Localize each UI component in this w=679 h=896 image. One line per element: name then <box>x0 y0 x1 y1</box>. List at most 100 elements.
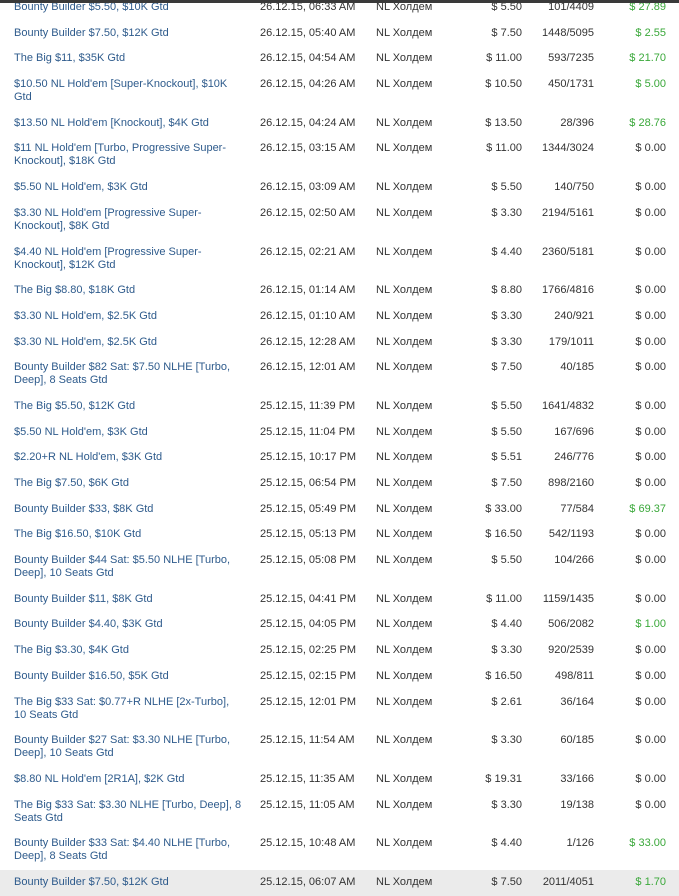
table-row[interactable]: Bounty Builder $5.50, $10K Gtd 26.12.15, … <box>0 0 679 21</box>
tournament-name-link[interactable]: $10.50 NL Hold'em [Super-Knockout], $10K… <box>14 78 228 104</box>
table-row[interactable]: The Big $16.50, $10K Gtd 25.12.15, 05:13 … <box>0 522 679 548</box>
tournament-name-link[interactable]: Bounty Builder $7.50, $12K Gtd <box>14 26 169 39</box>
entrants-cell: 1/126 <box>566 837 594 850</box>
tournament-name-link[interactable]: $3.30 NL Hold'em, $2.5K Gtd <box>14 335 157 348</box>
tournament-name-link[interactable]: $5.50 NL Hold'em, $3K Gtd <box>14 181 148 194</box>
table-row[interactable]: $8.80 NL Hold'em [2R1A], $2K Gtd 25.12.15… <box>0 767 679 793</box>
table-row[interactable]: The Big $33 Sat: $3.30 NLHE [Turbo, Deep… <box>0 793 679 832</box>
tournament-name-link[interactable]: The Big $33 Sat: $0.77+R NLHE [2x-Turbo]… <box>14 695 230 721</box>
tournament-name-link[interactable]: The Big $8.80, $18K Gtd <box>14 284 136 297</box>
game-cell: NL Холдем <box>376 554 433 567</box>
entrants-cell: 167/696 <box>554 425 594 438</box>
tournament-name-link[interactable]: The Big $16.50, $10K Gtd <box>14 528 142 541</box>
table-row[interactable]: Bounty Builder $11, $8K Gtd 25.12.15, 04:… <box>0 587 679 613</box>
tournament-name-link[interactable]: Bounty Builder $33, $8K Gtd <box>14 502 154 515</box>
tournament-name-link[interactable]: Bounty Builder $11, $8K Gtd <box>14 592 153 605</box>
tournament-name-link[interactable]: $13.50 NL Hold'em [Knockout], $4K Gtd <box>14 116 209 129</box>
table-row[interactable]: $3.30 NL Hold'em [Progressive Super-Knoc… <box>0 201 679 240</box>
date-cell: 26.12.15, 03:15 AM <box>260 142 356 155</box>
table-row[interactable]: Bounty Builder $16.50, $5K Gtd 25.12.15, … <box>0 664 679 690</box>
prize-cell: $ 5.00 <box>635 78 666 91</box>
tournament-name-link[interactable]: Bounty Builder $7.50, $12K Gtd <box>0 869 244 896</box>
date-cell: 26.12.15, 04:26 AM <box>260 78 356 91</box>
table-row[interactable]: $2.20+R NL Hold'em, $3K Gtd 25.12.15, 10:… <box>0 445 679 471</box>
check-icon <box>666 330 679 356</box>
date-cell: 26.12.15, 04:24 AM <box>260 116 356 129</box>
buyin-cell: $ 3.30 <box>491 335 522 348</box>
table-row[interactable]: Bounty Builder $82 Sat: $7.50 NLHE [Turb… <box>0 355 679 394</box>
tournament-name-link[interactable]: Bounty Builder $27 Sat: $3.30 NLHE [Turb… <box>14 734 231 760</box>
table-row[interactable]: The Big $8.80, $18K Gtd 26.12.15, 01:14 A… <box>0 278 679 304</box>
game-cell: NL Холдем <box>376 592 433 605</box>
tournament-name-link[interactable]: Bounty Builder $33 Sat: $4.40 NLHE [Turb… <box>14 837 231 863</box>
date-cell: 26.12.15, 01:10 AM <box>260 309 356 322</box>
tournament-name-link[interactable]: Bounty Builder $5.50, $10K Gtd <box>14 1 169 13</box>
tournament-name-link[interactable]: $3.30 NL Hold'em [Progressive Super-Knoc… <box>14 206 202 232</box>
tournament-name-link[interactable]: Bounty Builder $82 Sat: $7.50 NLHE [Turb… <box>14 361 231 387</box>
table-row[interactable]: Bounty Builder $4.40, $3K Gtd 25.12.15, 0… <box>0 612 679 638</box>
table-row[interactable]: The Big $33 Sat: $0.77+R NLHE [2x-Turbo]… <box>0 690 679 729</box>
tournament-name-link[interactable]: Bounty Builder $4.40, $3K Gtd <box>14 618 163 631</box>
prize-cell: $ 27.89 <box>629 1 666 13</box>
entrants-cell: 450/1731 <box>548 78 594 91</box>
prize-cell: $ 0.00 <box>635 669 666 682</box>
entrants-cell: 77/584 <box>560 502 594 515</box>
table-row[interactable]: Bounty Builder $44 Sat: $5.50 NLHE [Turb… <box>0 548 679 587</box>
prize-cell: $ 0.00 <box>635 425 666 438</box>
game-cell: NL Холдем <box>376 142 433 155</box>
tournament-name-link[interactable]: The Big $11, $35K Gtd <box>14 52 126 65</box>
table-row[interactable]: $11 NL Hold'em [Turbo, Progressive Super… <box>0 136 679 175</box>
tournament-name-link[interactable]: The Big $7.50, $6K Gtd <box>14 477 129 489</box>
tournament-name-link[interactable]: $3.30 NL Hold'em, $2.5K Gtd <box>14 309 157 322</box>
table-row[interactable]: $5.50 NL Hold'em, $3K Gtd 26.12.15, 03:09… <box>0 175 679 201</box>
tournament-name-link[interactable]: $2.20+R NL Hold'em, $3K Gtd <box>14 451 163 464</box>
table-row[interactable]: The Big $5.50, $12K Gtd 25.12.15, 11:39 P… <box>0 394 679 420</box>
prize-cell: $ 0.00 <box>635 206 666 219</box>
tournament-name-link[interactable]: Bounty Builder $16.50, $5K Gtd <box>14 669 169 682</box>
table-row[interactable]: Bounty Builder $27 Sat: $3.30 NLHE [Turb… <box>0 728 679 767</box>
table-row[interactable]: The Big $11, $35K Gtd 26.12.15, 04:54 AM N… <box>0 46 679 72</box>
buyin-cell: $ 5.50 <box>491 399 522 412</box>
tournament-name-link[interactable]: $5.50 NL Hold'em, $3K Gtd <box>14 425 148 438</box>
game-cell: NL Холдем <box>376 361 433 374</box>
tournament-name-link[interactable]: $11 NL Hold'em [Turbo, Progressive Super… <box>14 142 227 168</box>
buyin-cell: $ 33.00 <box>485 502 522 515</box>
table-row[interactable]: Bounty Builder $7.50, $12K Gtd 25.12.15, … <box>0 869 679 896</box>
table-row[interactable]: The Big $7.50, $6K Gtd 25.12.15, 06:54 PM… <box>0 471 679 497</box>
table-row[interactable]: Bounty Builder $33 Sat: $4.40 NLHE [Turb… <box>0 831 679 870</box>
date-cell: 25.12.15, 11:54 AM <box>260 734 355 747</box>
game-cell: NL Холдем <box>376 451 433 464</box>
buyin-cell: $ 5.50 <box>491 554 522 567</box>
table-row[interactable]: $13.50 NL Hold'em [Knockout], $4K Gtd 26.… <box>0 111 679 137</box>
date-cell: 25.12.15, 10:17 PM <box>260 451 357 464</box>
prize-cell: $ 1.00 <box>635 618 666 631</box>
prize-cell: $ 0.00 <box>635 335 666 348</box>
tournament-name-link[interactable]: The Big $5.50, $12K Gtd <box>14 399 136 412</box>
table-row[interactable]: $4.40 NL Hold'em [Progressive Super-Knoc… <box>0 240 679 279</box>
prize-cell: $ 0.00 <box>635 245 666 258</box>
tournament-name-link[interactable]: Bounty Builder $44 Sat: $5.50 NLHE [Turb… <box>14 554 231 580</box>
date-cell: 25.12.15, 06:54 PM <box>260 477 357 489</box>
table-row[interactable]: $3.30 NL Hold'em, $2.5K Gtd 26.12.15, 12:… <box>0 330 679 356</box>
prize-cell: $ 0.00 <box>635 528 666 541</box>
buyin-cell: $ 5.50 <box>491 425 522 438</box>
tournament-name-link[interactable]: $4.40 NL Hold'em [Progressive Super-Knoc… <box>14 245 202 271</box>
table-row[interactable]: $5.50 NL Hold'em, $3K Gtd 25.12.15, 11:04… <box>0 420 679 446</box>
prize-cell: $ 1.70 <box>594 869 666 896</box>
tournament-name-link[interactable]: $8.80 NL Hold'em [2R1A], $2K Gtd <box>14 772 185 785</box>
game-cell: NL Холдем <box>361 869 466 896</box>
game-cell: NL Холдем <box>376 618 433 631</box>
game-cell: NL Холдем <box>376 52 433 65</box>
table-row[interactable]: $3.30 NL Hold'em, $2.5K Gtd 26.12.15, 01:… <box>0 304 679 330</box>
table-row[interactable]: Bounty Builder $7.50, $12K Gtd 26.12.15, … <box>0 21 679 47</box>
check-icon <box>666 304 679 330</box>
game-cell: NL Холдем <box>376 502 433 515</box>
entrants-cell: 542/1193 <box>548 528 594 541</box>
table-row[interactable]: Bounty Builder $33, $8K Gtd 25.12.15, 05:… <box>0 497 679 523</box>
tournament-name-link[interactable]: The Big $33 Sat: $3.30 NLHE [Turbo, Deep… <box>14 798 242 824</box>
table-row[interactable]: The Big $3.30, $4K Gtd 25.12.15, 02:25 PM… <box>0 638 679 664</box>
table-row[interactable]: $10.50 NL Hold'em [Super-Knockout], $10K… <box>0 72 679 111</box>
date-cell: 25.12.15, 11:05 AM <box>260 798 355 811</box>
tournament-name-link[interactable]: The Big $3.30, $4K Gtd <box>14 644 129 657</box>
